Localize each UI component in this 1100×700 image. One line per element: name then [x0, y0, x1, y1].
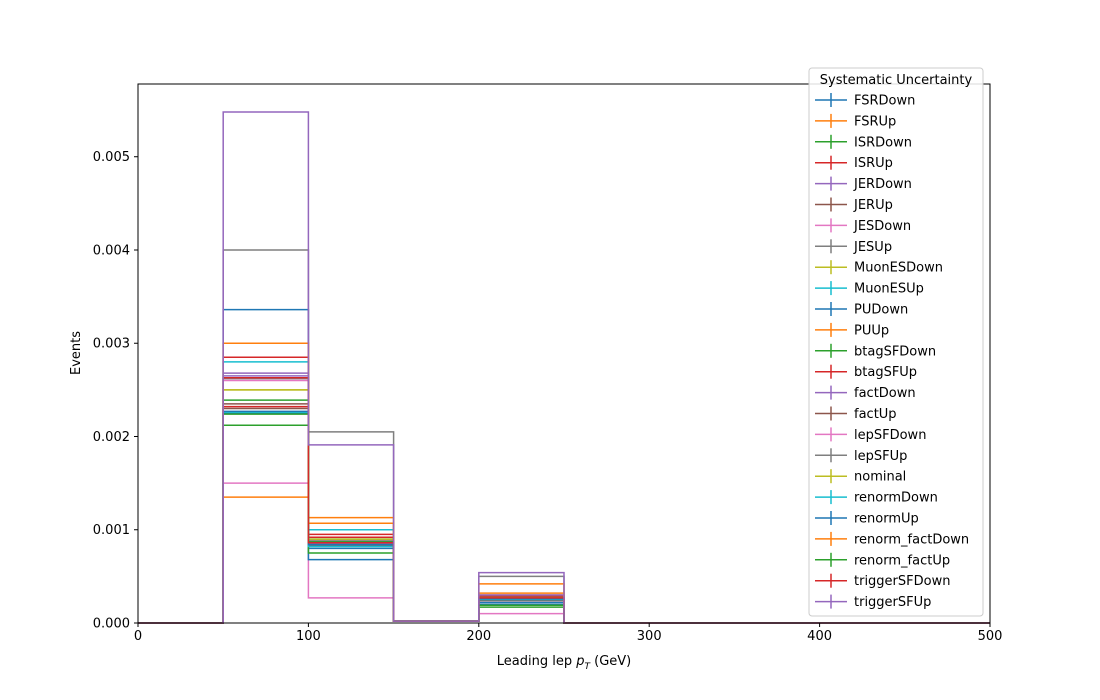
legend-label: btagSFDown — [854, 344, 936, 359]
x-axis-ticks: 0 100 200 300 400 500 — [134, 623, 1003, 644]
legend-label: JESDown — [853, 219, 911, 234]
x-tick-label: 400 — [807, 629, 832, 644]
legend-label: ISRDown — [854, 135, 912, 150]
x-tick-label: 500 — [978, 629, 1003, 644]
legend-label: PUUp — [854, 323, 889, 338]
x-tick-label: 100 — [296, 629, 321, 644]
legend-label: renorm_factDown — [854, 532, 969, 547]
legend-item-lepSFUp: lepSFUp — [815, 448, 907, 464]
legend-item-FSRUp: FSRUp — [815, 113, 896, 129]
x-axis-label: Leading lep pT (GeV) — [497, 654, 631, 672]
y-tick-label: 0.003 — [93, 337, 130, 352]
legend-item-renormDown: renormDown — [815, 490, 938, 506]
legend-title: Systematic Uncertainty — [820, 73, 973, 88]
y-axis-ticks: 0.000 0.001 0.002 0.003 0.004 0.005 — [93, 150, 138, 632]
legend-item-lepSFDown: lepSFDown — [815, 427, 926, 443]
legend-item-factDown: factDown — [815, 385, 916, 401]
y-tick-label: 0.005 — [93, 150, 130, 165]
legend-label: MuonESUp — [854, 282, 924, 297]
x-tick-label: 200 — [466, 629, 491, 644]
legend-label: nominal — [854, 470, 906, 485]
legend-item-JESDown: JESDown — [815, 218, 911, 234]
legend-label: renormUp — [854, 512, 919, 527]
legend-item-ISRUp: ISRUp — [815, 155, 893, 171]
legend-label: JERUp — [853, 198, 893, 213]
legend-item-MuonESUp: MuonESUp — [815, 281, 924, 297]
legend-label: JESUp — [853, 240, 892, 255]
legend-item-renorm_factDown: renorm_factDown — [815, 531, 969, 547]
axes-frame — [137, 83, 991, 624]
legend-label: PUDown — [854, 303, 908, 318]
legend-item-JESUp: JESUp — [815, 239, 892, 255]
legend-label: JERDown — [853, 177, 912, 192]
legend-label: factDown — [854, 386, 916, 401]
legend-label: triggerSFDown — [854, 574, 950, 589]
legend-item-JERDown: JERDown — [815, 176, 912, 192]
legend-label: factUp — [854, 407, 897, 422]
legend-item-JERUp: JERUp — [815, 197, 893, 213]
legend-label: FSRUp — [854, 114, 896, 129]
legend-item-triggerSFUp: triggerSFUp — [815, 594, 931, 610]
y-tick-label: 0.002 — [93, 430, 130, 445]
legend-label: triggerSFUp — [854, 595, 931, 610]
y-axis-label: Events — [69, 331, 84, 375]
x-tick-label: 300 — [637, 629, 662, 644]
legend-item-FSRDown: FSRDown — [815, 93, 915, 109]
legend-label: lepSFDown — [854, 428, 926, 443]
y-tick-label: 0.004 — [93, 243, 130, 258]
y-tick-label: 0.000 — [93, 617, 130, 632]
legend-items: FSRDown FSRUp ISRDown ISRUp JERDown JERUp JESD… — [815, 93, 969, 610]
legend-label: ISRUp — [854, 156, 893, 171]
legend-item-nominal: nominal — [815, 469, 906, 485]
legend-item-PUUp: PUUp — [815, 322, 889, 338]
legend-item-renorm_factUp: renorm_factUp — [815, 552, 950, 568]
legend-item-factUp: factUp — [815, 406, 897, 422]
y-tick-label: 0.001 — [93, 523, 130, 538]
legend-item-btagSFUp: btagSFUp — [815, 364, 917, 380]
legend-item-ISRDown: ISRDown — [815, 134, 912, 150]
legend-label: btagSFUp — [854, 365, 917, 380]
legend-item-PUDown: PUDown — [815, 302, 908, 318]
legend: Systematic Uncertainty FSRDown FSRUp ISRDo… — [808, 67, 984, 617]
legend-label: renormDown — [854, 491, 938, 506]
legend-item-btagSFDown: btagSFDown — [815, 343, 936, 359]
legend-box — [808, 67, 984, 617]
legend-item-triggerSFDown: triggerSFDown — [815, 573, 950, 589]
legend-label: renorm_factUp — [854, 553, 950, 568]
legend-label: lepSFUp — [854, 449, 907, 464]
legend-item-renormUp: renormUp — [815, 511, 919, 527]
legend-label: MuonESDown — [854, 261, 943, 276]
legend-label: FSRDown — [854, 94, 915, 109]
legend-item-MuonESDown: MuonESDown — [815, 260, 943, 276]
x-tick-label: 0 — [134, 629, 142, 644]
